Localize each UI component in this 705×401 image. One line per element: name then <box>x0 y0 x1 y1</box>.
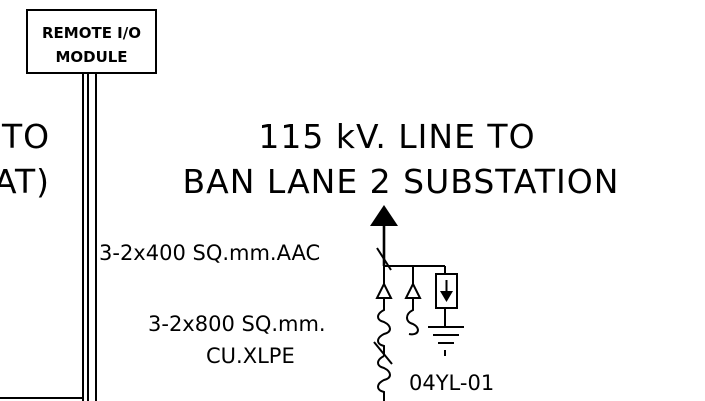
remote-io-module-label-line2: MODULE <box>55 48 127 66</box>
arrow-up-icon <box>370 205 398 226</box>
line-title-line2: BAN LANE 2 SUBSTATION <box>183 162 620 201</box>
cable-xlpe-label-line2: CU.XLPE <box>206 344 295 368</box>
surge-arrester-icon <box>404 266 422 299</box>
remote-io-module: REMOTE I/O MODULE <box>26 9 157 74</box>
left-fragment-line2: AT) <box>0 162 50 201</box>
ground-icon <box>428 326 464 356</box>
cable-termination-icon <box>373 298 419 401</box>
conductor-aac-label: 3-2x400 SQ.mm.AAC <box>99 241 320 265</box>
surge-arrester-icon <box>375 266 393 299</box>
potential-transformer-icon <box>435 266 458 326</box>
remote-io-module-label-line1: REMOTE I/O <box>42 24 141 42</box>
line-title-line1: 115 kV. LINE TO <box>258 117 535 156</box>
remote-io-module-box <box>26 9 157 74</box>
cable-xlpe-label-line1: 3-2x800 SQ.mm. <box>148 312 326 336</box>
communication-cable <box>0 73 97 401</box>
left-fragment-line1: TO <box>1 117 50 156</box>
equipment-tag: 04YL-01 <box>409 371 494 395</box>
